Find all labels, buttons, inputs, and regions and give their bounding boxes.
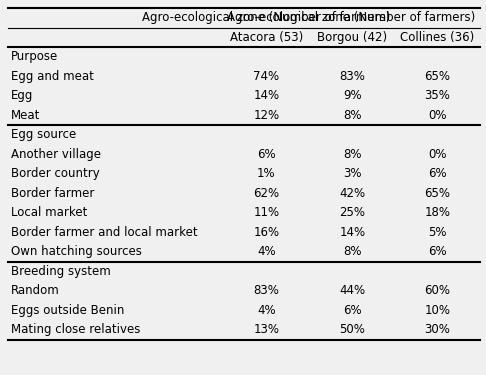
Text: 65%: 65% [424, 70, 451, 83]
Text: 14%: 14% [253, 89, 279, 102]
Text: 74%: 74% [253, 70, 279, 83]
Text: 4%: 4% [257, 304, 276, 317]
Text: Mating close relatives: Mating close relatives [11, 323, 140, 336]
Text: Local market: Local market [11, 206, 87, 219]
Text: 11%: 11% [253, 206, 279, 219]
Text: Collines (36): Collines (36) [400, 31, 475, 44]
Text: 44%: 44% [340, 284, 365, 297]
Text: 50%: 50% [340, 323, 365, 336]
Text: 12%: 12% [253, 109, 279, 122]
Text: 6%: 6% [343, 304, 362, 317]
Text: Border farmer: Border farmer [11, 187, 94, 200]
Text: 25%: 25% [340, 206, 365, 219]
Text: 30%: 30% [425, 323, 451, 336]
Text: Border country: Border country [11, 167, 100, 180]
Text: Agro-ecological zone (Number of farmers): Agro-ecological zone (Number of farmers) [142, 11, 391, 24]
Text: 9%: 9% [343, 89, 362, 102]
Text: 16%: 16% [253, 226, 279, 239]
Text: Meat: Meat [11, 109, 40, 122]
Text: 5%: 5% [428, 226, 447, 239]
Text: 8%: 8% [343, 245, 362, 258]
Text: 83%: 83% [340, 70, 365, 83]
Text: 35%: 35% [425, 89, 451, 102]
Text: Own hatching sources: Own hatching sources [11, 245, 142, 258]
Text: 0%: 0% [428, 148, 447, 161]
Text: Borgou (42): Borgou (42) [317, 31, 388, 44]
Text: 60%: 60% [424, 284, 451, 297]
Text: Random: Random [11, 284, 60, 297]
Text: 4%: 4% [257, 245, 276, 258]
Text: Egg and meat: Egg and meat [11, 70, 94, 83]
Text: 6%: 6% [428, 245, 447, 258]
Text: 18%: 18% [424, 206, 451, 219]
Text: 6%: 6% [257, 148, 276, 161]
Text: Another village: Another village [11, 148, 101, 161]
Text: Breeding system: Breeding system [11, 265, 111, 278]
Text: 8%: 8% [343, 148, 362, 161]
Text: 65%: 65% [424, 187, 451, 200]
Text: 8%: 8% [343, 109, 362, 122]
Text: Atacora (53): Atacora (53) [230, 31, 303, 44]
Text: 62%: 62% [253, 187, 279, 200]
Text: Eggs outside Benin: Eggs outside Benin [11, 304, 124, 317]
Text: 14%: 14% [340, 226, 365, 239]
Text: 6%: 6% [428, 167, 447, 180]
Text: 42%: 42% [340, 187, 365, 200]
Text: 3%: 3% [343, 167, 362, 180]
Text: 83%: 83% [254, 284, 279, 297]
Text: Border farmer and local market: Border farmer and local market [11, 226, 198, 239]
Text: 1%: 1% [257, 167, 276, 180]
Text: Agro-ecological zone (Number of farmers): Agro-ecological zone (Number of farmers) [227, 11, 475, 24]
Text: Egg: Egg [11, 89, 34, 102]
Text: Purpose: Purpose [11, 50, 58, 63]
Text: 13%: 13% [253, 323, 279, 336]
Text: 10%: 10% [424, 304, 451, 317]
Text: 0%: 0% [428, 109, 447, 122]
Text: Egg source: Egg source [11, 128, 76, 141]
